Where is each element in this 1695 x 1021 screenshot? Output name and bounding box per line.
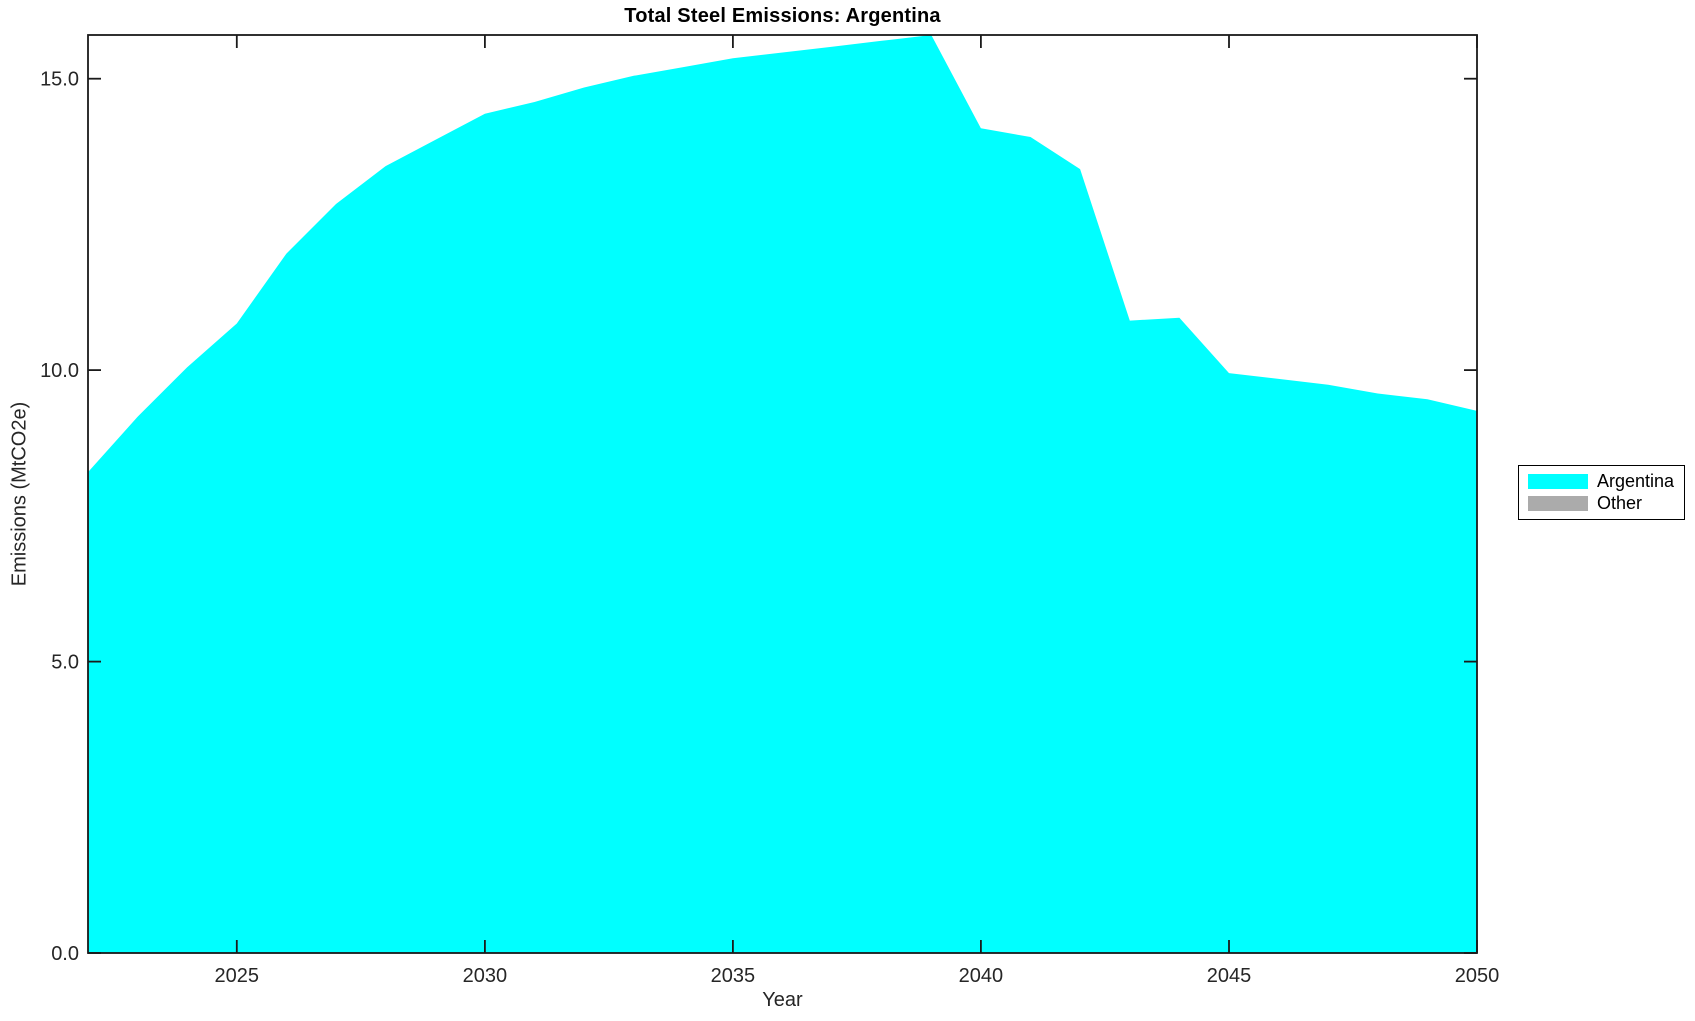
chart-title: Total Steel Emissions: Argentina	[624, 5, 941, 27]
y-tick-label: 15.0	[40, 69, 79, 91]
legend-item-argentina: Argentina	[1528, 471, 1684, 491]
y-tick-label: 0.0	[51, 943, 79, 965]
axes-frame	[87, 34, 1478, 954]
x-tick-label: 2050	[1455, 965, 1500, 987]
tick-label-layer: 2025 2030 2035 2040 2045 2050 0.0 5.0 10.0 15.0	[40, 69, 1499, 987]
area-series-layer	[88, 35, 1477, 953]
area-series-argentina	[88, 35, 1477, 953]
axes-frame-layer	[87, 34, 1478, 954]
legend-label-1: Other	[1597, 493, 1643, 513]
y-tick-label: 5.0	[51, 652, 79, 674]
legend-swatch-1	[1528, 496, 1588, 511]
legend-swatch-0	[1528, 474, 1588, 489]
x-tick-label: 2030	[463, 965, 508, 987]
x-tick-label: 2035	[711, 965, 756, 987]
x-axis-label: Year	[762, 989, 803, 1011]
x-tick-label: 2025	[215, 965, 260, 987]
x-tick-label: 2040	[959, 965, 1004, 987]
legend-item-other: Other	[1528, 493, 1684, 513]
legend: Argentina Other	[1518, 465, 1685, 520]
y-tick-label: 10.0	[40, 360, 79, 382]
y-axis-label: Emissions (MtCO2e)	[8, 401, 31, 587]
x-tick-label: 2045	[1207, 965, 1252, 987]
legend-label-0: Argentina	[1597, 471, 1675, 491]
